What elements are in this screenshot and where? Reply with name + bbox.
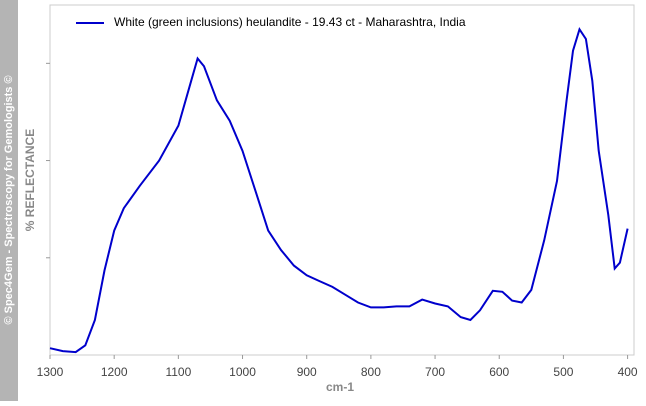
plot-frame: [49, 4, 635, 356]
legend-label: White (green inclusions) heulandite - 19…: [114, 15, 466, 29]
x-tick-label: 800: [361, 365, 381, 379]
x-tick-label: 500: [553, 365, 573, 379]
x-tick-label: 1300: [37, 365, 64, 379]
x-tick-label: 1000: [229, 365, 256, 379]
y-axis-label: % REFLECTANCE: [23, 129, 37, 231]
x-tick-label: 700: [425, 365, 445, 379]
x-tick-label: 400: [618, 365, 638, 379]
x-tick-label: 1100: [165, 365, 191, 379]
side-bar: [0, 0, 18, 401]
x-tick-label: 1200: [101, 365, 128, 379]
x-tick-label: 900: [297, 365, 317, 379]
x-axis-label: cm-1: [326, 380, 354, 394]
x-tick-label: 600: [489, 365, 509, 379]
watermark: © Spec4Gem - Spectroscopy for Gemologist…: [3, 75, 15, 324]
series-line: [49, 26, 629, 354]
